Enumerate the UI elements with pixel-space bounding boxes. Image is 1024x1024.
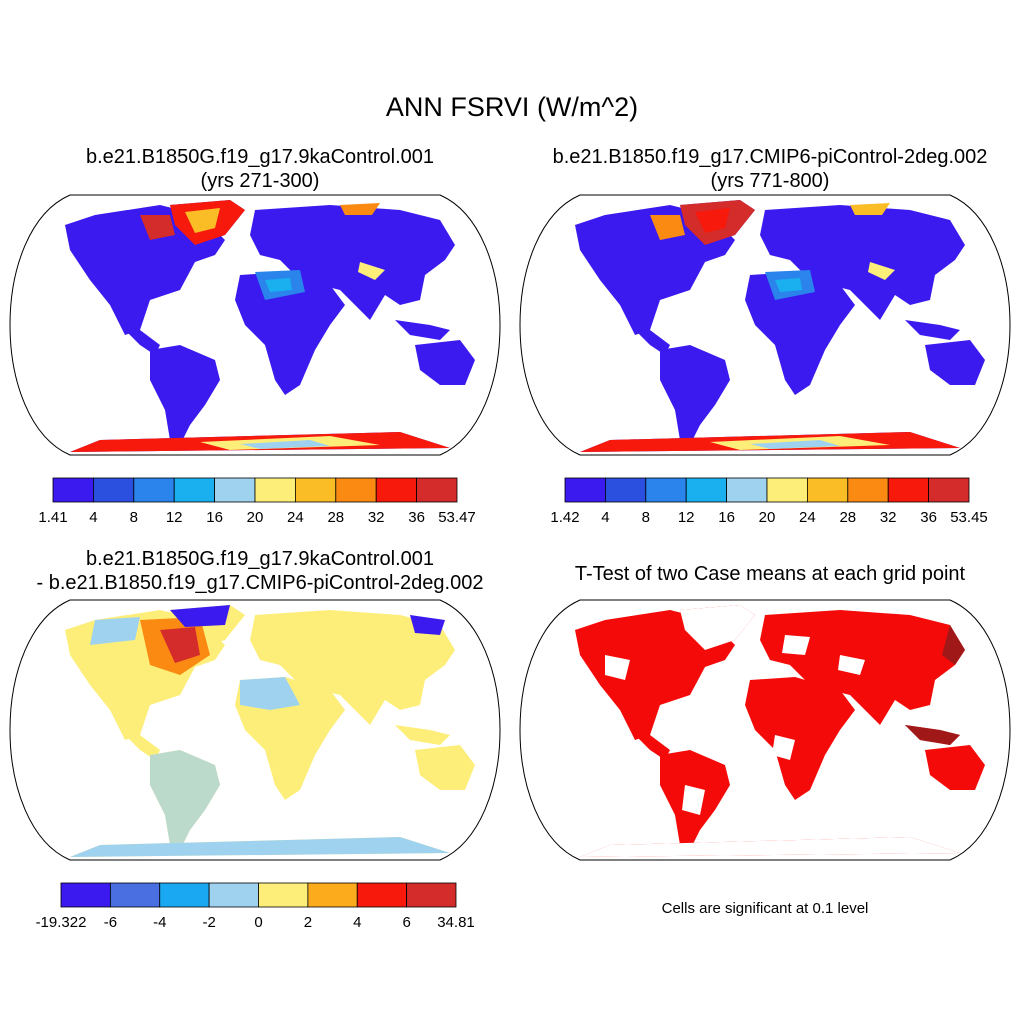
ttest-gaps (580, 605, 960, 857)
colorbar-diff-swatch (307, 882, 358, 908)
panel-title-case2-line1: b.e21.B1850.f19_g17.CMIP6-piControl-2deg… (552, 146, 988, 168)
colorbar-case1-tick-label: 53.47 (438, 509, 476, 526)
map-case2 (519, 194, 1011, 456)
ttest-edges (905, 625, 965, 745)
colorbar-case1-tick-label: 24 (287, 509, 304, 526)
panel-title-diff-line1: b.e21.B1850G.f19_g17.9kaControl.001 (85, 548, 435, 570)
map-diff (9, 599, 501, 861)
colorbar-case1-swatch (335, 477, 377, 503)
colorbar-case2-tick-label: 20 (759, 509, 776, 526)
colorbar-diff-swatch (159, 882, 210, 908)
colorbar-case1-swatch (294, 477, 337, 503)
colorbar-diff-swatch (109, 882, 161, 908)
colorbar-case1-swatch (93, 477, 135, 503)
colorbar-case2-tick-label: 24 (799, 509, 816, 526)
colorbar-case1-tick-label: 8 (130, 509, 138, 526)
colorbar-case2-swatch (564, 477, 606, 503)
colorbar-case1-swatch (173, 477, 215, 503)
panel-title-case1-line1: b.e21.B1850G.f19_g17.9kaControl.001 (85, 146, 435, 168)
colorbar-case2-tick-label: 36 (920, 509, 937, 526)
panel-title-diff-line2: - b.e21.B1850.f19_g17.CMIP6-piControl-2d… (36, 572, 484, 594)
colorbar-case1-swatch (133, 477, 175, 503)
panel-title-case1: b.e21.B1850G.f19_g17.9kaControl.001 (yrs… (0, 145, 520, 193)
colorbar-case1-tick-label: 20 (247, 509, 264, 526)
panel-title-case2-line2: (yrs 771-800) (710, 170, 830, 192)
colorbar-diff-tick-label: -2 (202, 914, 215, 931)
colorbar-case2: 1.42 4 8 12 16 20 24 28 32 36 53.45 (550, 477, 988, 526)
colorbar-case2-tick-label: 53.45 (950, 509, 988, 526)
colorbar-diff-tick-label: 34.81 (437, 914, 475, 931)
colorbar-diff-swatch (60, 882, 111, 908)
colorbar-case2-swatch (685, 477, 728, 503)
colorbar-diff-swatch (258, 882, 309, 908)
colorbar-case1-tick-label: 4 (89, 509, 97, 526)
colorbar-case2-tick-label: 4 (601, 509, 609, 526)
colorbar-case1-swatch (52, 477, 94, 503)
colorbar-case2-swatch (605, 477, 647, 503)
colorbar-diff-tick-label: 4 (353, 914, 361, 931)
colorbar-case2-swatch (726, 477, 768, 503)
colorbar-diff-swatch (208, 882, 259, 908)
colorbar-diff: -19.322 -6 -4 -2 0 2 4 6 34.81 (36, 882, 475, 931)
colorbar-diff-swatch (356, 882, 408, 908)
colorbar-diff-tick-label: 2 (304, 914, 312, 931)
figure-title: ANN FSRVI (W/m^2) (385, 92, 639, 122)
panel-title-diff: b.e21.B1850G.f19_g17.9kaControl.001 - b.… (0, 547, 520, 595)
land-fill-diff (65, 605, 475, 857)
colorbar-case2-swatch (928, 477, 970, 503)
colorbar-case1-tick-label: 12 (166, 509, 183, 526)
colorbar-case2-swatch (766, 477, 808, 503)
colorbar-case2-tick-label: 1.42 (550, 509, 579, 526)
panel-title-ttest-line1: T-Test of two Case means at each grid po… (574, 563, 966, 585)
colorbar-case1-swatch (214, 477, 256, 503)
colorbar-case1-tick-label: 32 (368, 509, 385, 526)
significance-note: Cells are significant at 0.1 level (661, 900, 869, 917)
map-case1 (9, 194, 501, 456)
map-ttest (519, 599, 1011, 861)
colorbar-case1-swatch (416, 477, 458, 503)
colorbar-diff-tick-label: 0 (254, 914, 262, 931)
colorbar-diff-tick-label: -4 (153, 914, 166, 931)
colorbar-case2-tick-label: 16 (718, 509, 735, 526)
colorbar-diff-swatch (406, 882, 457, 908)
high-values-case2 (580, 200, 960, 452)
colorbar-case2-swatch (847, 477, 889, 503)
panel-title-case2: b.e21.B1850.f19_g17.CMIP6-piControl-2deg… (515, 145, 1024, 193)
colorbar-case2-swatch (645, 477, 687, 503)
colorbar-case2-tick-label: 12 (678, 509, 695, 526)
colorbar-case2-tick-label: 28 (839, 509, 856, 526)
panel-title-ttest: T-Test of two Case means at each grid po… (515, 562, 1024, 586)
colorbar-case2-swatch (807, 477, 849, 503)
colorbar-case2-swatch (887, 477, 930, 503)
land-fill-case2 (575, 200, 985, 452)
colorbar-case1-swatch (254, 477, 296, 503)
high-values-case1 (70, 200, 450, 452)
colorbar-case2-tick-label: 8 (642, 509, 650, 526)
colorbar-case1: 1.41 4 8 12 16 20 24 28 32 36 53.47 (38, 477, 476, 526)
colorbar-case1-tick-label: 36 (408, 509, 425, 526)
colorbar-diff-tick-label: 6 (402, 914, 410, 931)
colorbar-case1-swatch (375, 477, 418, 503)
diff-anomalies (70, 605, 450, 857)
colorbar-case2-tick-label: 32 (880, 509, 897, 526)
colorbar-case1-tick-label: 16 (206, 509, 223, 526)
colorbar-diff-tick-label: -19.322 (36, 914, 87, 931)
colorbar-diff-tick-label: -6 (104, 914, 117, 931)
panel-title-case1-line2: (yrs 271-300) (200, 170, 320, 192)
colorbar-case1-tick-label: 28 (327, 509, 344, 526)
colorbar-case1-tick-label: 1.41 (38, 509, 67, 526)
land-fill-case1 (65, 200, 475, 452)
